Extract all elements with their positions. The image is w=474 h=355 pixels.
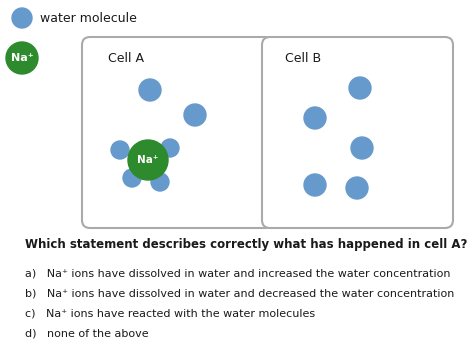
Circle shape	[304, 174, 326, 196]
Circle shape	[349, 77, 371, 99]
Circle shape	[6, 42, 38, 74]
Circle shape	[111, 141, 129, 159]
Text: water molecule: water molecule	[40, 11, 137, 24]
Text: a)   Na⁺ ions have dissolved in water and increased the water concentration: a) Na⁺ ions have dissolved in water and …	[25, 268, 450, 278]
Circle shape	[123, 169, 141, 187]
Text: Cell B: Cell B	[285, 51, 321, 65]
Text: Cell A: Cell A	[108, 51, 144, 65]
Circle shape	[304, 107, 326, 129]
FancyBboxPatch shape	[262, 37, 453, 228]
Circle shape	[139, 79, 161, 101]
Text: Na⁺: Na⁺	[11, 53, 33, 63]
Circle shape	[346, 177, 368, 199]
Text: Na⁺: Na⁺	[137, 155, 159, 165]
Text: Which statement describes correctly what has happened in cell A?: Which statement describes correctly what…	[25, 238, 467, 251]
Circle shape	[161, 139, 179, 157]
Circle shape	[128, 140, 168, 180]
Circle shape	[151, 173, 169, 191]
Text: c)   Na⁺ ions have reacted with the water molecules: c) Na⁺ ions have reacted with the water …	[25, 308, 315, 318]
FancyBboxPatch shape	[82, 37, 273, 228]
Text: b)   Na⁺ ions have dissolved in water and decreased the water concentration: b) Na⁺ ions have dissolved in water and …	[25, 288, 455, 298]
Text: d)   none of the above: d) none of the above	[25, 328, 149, 338]
Circle shape	[12, 8, 32, 28]
Circle shape	[184, 104, 206, 126]
Circle shape	[351, 137, 373, 159]
